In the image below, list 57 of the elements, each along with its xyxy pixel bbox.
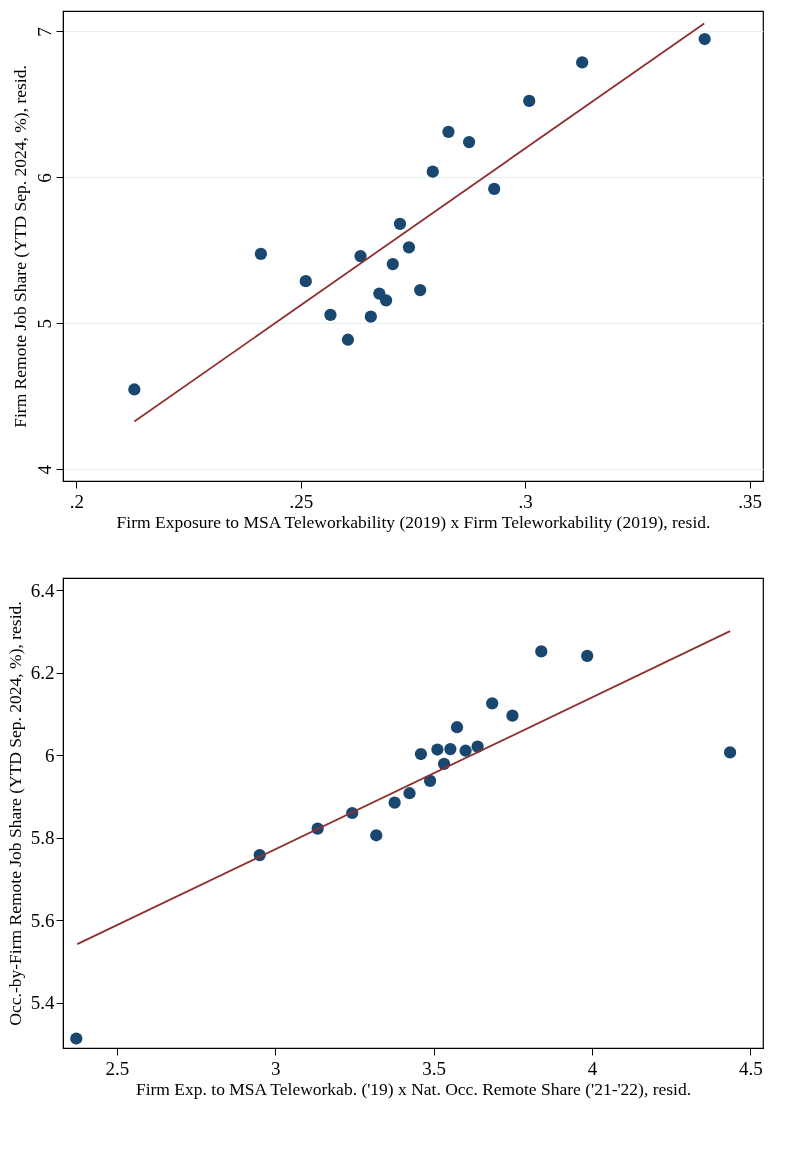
y-tick-label: 6 bbox=[45, 744, 55, 766]
point bbox=[254, 247, 268, 260]
point bbox=[431, 743, 444, 756]
point bbox=[70, 1032, 83, 1045]
point bbox=[403, 787, 416, 800]
point bbox=[581, 649, 594, 663]
x-axis-title: Firm Exposure to MSA Teleworkability (2019) x Firm Teleworkability (2019), resid. bbox=[116, 511, 711, 532]
point bbox=[299, 275, 312, 288]
x-tick-label: 3.5 bbox=[422, 1057, 446, 1079]
point bbox=[324, 308, 337, 322]
x-tick-label: .3 bbox=[518, 490, 533, 512]
point bbox=[462, 135, 476, 149]
x-axis-title: Firm Exp. to MSA Teleworkab. ('19) x Nat. Occ. Remote Share ('21-'22), resid. bbox=[135, 1078, 692, 1099]
y-tick-label: 5 bbox=[33, 319, 55, 329]
point bbox=[379, 294, 393, 307]
point bbox=[402, 241, 416, 254]
point bbox=[388, 796, 401, 809]
y-tick-label: 5.8 bbox=[30, 827, 55, 849]
point bbox=[506, 709, 519, 722]
point bbox=[450, 721, 464, 734]
x-tick-label: .35 bbox=[738, 490, 762, 512]
point bbox=[370, 829, 383, 842]
point bbox=[128, 383, 141, 396]
point bbox=[486, 697, 499, 710]
y-tick-label: 5.6 bbox=[30, 909, 55, 931]
point bbox=[341, 333, 355, 346]
point bbox=[393, 217, 407, 230]
y-tick-label: 6 bbox=[33, 173, 55, 183]
y-tick-label: 7 bbox=[33, 27, 55, 37]
point bbox=[423, 774, 437, 787]
y-tick-label: 6.2 bbox=[30, 662, 55, 684]
point bbox=[354, 249, 367, 263]
point bbox=[488, 182, 501, 196]
point bbox=[414, 283, 427, 297]
point bbox=[364, 310, 377, 323]
point bbox=[523, 94, 536, 108]
point bbox=[414, 747, 428, 761]
x-tick-label: .2 bbox=[69, 490, 85, 512]
y-tick-label: 4 bbox=[33, 464, 55, 475]
x-tick-label: 3 bbox=[270, 1057, 281, 1079]
point bbox=[442, 125, 455, 138]
point bbox=[535, 645, 548, 658]
x-tick-label: 4.5 bbox=[738, 1057, 763, 1079]
point bbox=[723, 746, 737, 759]
x-tick-label: 2.5 bbox=[105, 1057, 130, 1079]
x-tick-label: .25 bbox=[289, 490, 314, 512]
y-axis-title: Firm Remote Job Share (YTD Sep. 2024, %), resid. bbox=[9, 65, 30, 428]
point bbox=[698, 32, 711, 46]
point bbox=[576, 56, 589, 69]
point bbox=[426, 165, 439, 178]
point bbox=[444, 742, 457, 756]
y-tick-label: 6.4 bbox=[30, 579, 55, 601]
y-tick-label: 5.4 bbox=[30, 992, 55, 1014]
point bbox=[459, 744, 472, 757]
y-axis-title: Occ.-by-Firm Remote Job Share (YTD Sep. 2024, %), resid. bbox=[4, 601, 25, 1026]
point bbox=[386, 257, 399, 271]
x-tick-label: 4 bbox=[587, 1057, 598, 1079]
